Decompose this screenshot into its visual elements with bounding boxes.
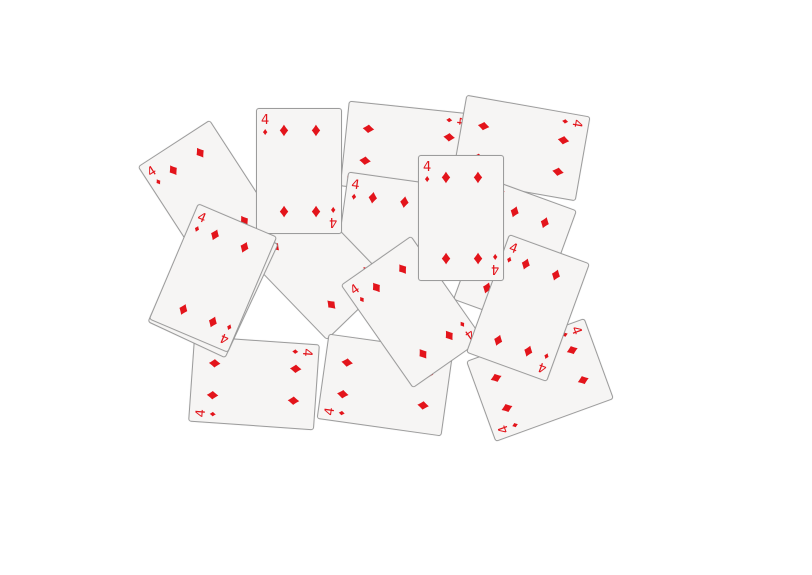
diamond-pip-icon: ♦ <box>468 249 488 268</box>
diamond-pip-icon: ♦ <box>409 340 436 367</box>
diamond-pip-icon: ♦ <box>332 383 354 405</box>
card-corner-top: 4♦ <box>497 419 522 435</box>
card-rank: 4 <box>329 215 337 228</box>
diamond-pip-icon: ♦ <box>336 351 358 373</box>
diamond-suit-icon: ♦ <box>443 117 453 123</box>
diamond-suit-icon: ♦ <box>330 204 335 214</box>
card-rank: 4 <box>423 161 431 174</box>
diamond-pip-icon: ♦ <box>486 328 511 353</box>
diamond-pip-icon: ♦ <box>543 263 568 288</box>
diamond-pip-icon: ♦ <box>363 274 390 301</box>
diamond-pip-icon: ♦ <box>484 365 509 390</box>
diamond-suit-icon: ♦ <box>351 192 357 203</box>
diamond-pip-icon: ♦ <box>306 202 326 221</box>
diamond-suit-icon: ♦ <box>289 349 299 355</box>
card-rank: 4 <box>536 360 548 375</box>
card-corner-top: 4♦ <box>423 161 431 185</box>
card-rank: 4 <box>194 409 208 418</box>
diamond-pip-icon: ♦ <box>436 249 456 268</box>
diamond-pip-icon: ♦ <box>516 339 541 364</box>
diamond-suit-icon: ♦ <box>510 421 521 429</box>
card-corner-top: 4♦ <box>261 114 269 138</box>
card-rank: 4 <box>350 178 360 192</box>
diamond-pip-icon: ♦ <box>187 139 214 166</box>
diamond-suit-icon: ♦ <box>457 318 467 329</box>
diamond-suit-icon: ♦ <box>192 224 201 235</box>
diamond-suit-icon: ♦ <box>225 321 234 332</box>
card-corner-top: 4♦ <box>559 116 584 128</box>
diamond-pip-icon: ♦ <box>170 297 196 322</box>
diamond-pip-icon: ♦ <box>560 338 585 363</box>
card-corner-bottom: 4♦ <box>329 204 337 228</box>
card-corner-top: 4♦ <box>349 178 361 203</box>
diamond-pip-icon: ♦ <box>274 121 294 140</box>
diamond-pip-icon: ♦ <box>202 385 222 406</box>
diamond-suit-icon: ♦ <box>543 350 551 361</box>
card-rank: 4 <box>323 406 337 416</box>
diamond-pip-icon: ♦ <box>547 160 569 183</box>
diamond-pip-icon: ♦ <box>355 150 376 172</box>
card-corner-top: 4♦ <box>536 349 552 374</box>
diamond-pip-icon: ♦ <box>571 368 596 393</box>
playing-card[interactable]: 4♦ ♦♦♦♦ 4♦ <box>418 155 504 281</box>
diamond-suit-icon: ♦ <box>337 410 348 416</box>
diamond-pip-icon: ♦ <box>358 118 379 140</box>
diamond-suit-icon: ♦ <box>154 177 164 188</box>
card-corner-bottom: 4♦ <box>289 347 314 357</box>
diamond-pip-icon: ♦ <box>393 191 415 213</box>
card-corner-bottom: 4♦ <box>491 251 499 275</box>
card-corner-top: 4♦ <box>194 409 219 419</box>
diamond-pip-icon: ♦ <box>502 199 527 224</box>
diamond-suit-icon: ♦ <box>358 295 368 306</box>
card-corner-top: 4♦ <box>323 406 348 418</box>
diamond-pip-icon: ♦ <box>473 115 495 138</box>
diamond-pip-icon: ♦ <box>412 394 434 416</box>
diamond-pip-icon: ♦ <box>232 235 258 260</box>
diamond-pip-icon: ♦ <box>436 168 456 187</box>
diamond-pip-icon: ♦ <box>468 168 488 187</box>
diamond-pip-icon: ♦ <box>552 129 574 152</box>
card-rank: 4 <box>491 262 499 275</box>
diamond-pip-icon: ♦ <box>306 121 326 140</box>
diamond-pip-icon: ♦ <box>318 291 346 319</box>
diamond-pip-icon: ♦ <box>513 252 538 277</box>
diamond-pip-icon: ♦ <box>202 222 228 247</box>
diamond-suit-icon: ♦ <box>492 251 497 261</box>
diamond-pip-icon: ♦ <box>389 256 416 283</box>
diamond-suit-icon: ♦ <box>425 175 430 185</box>
diamond-suit-icon: ♦ <box>505 255 513 266</box>
diamond-pip-icon: ♦ <box>283 390 303 411</box>
diamond-suit-icon: ♦ <box>209 411 219 417</box>
diamond-pip-icon: ♦ <box>274 202 294 221</box>
diamond-pip-icon: ♦ <box>495 395 520 420</box>
diamond-suit-icon: ♦ <box>263 128 268 138</box>
diamond-suit-icon: ♦ <box>559 118 570 125</box>
card-rank: 4 <box>261 114 269 127</box>
diamond-pip-icon: ♦ <box>532 210 557 235</box>
card-rank: 4 <box>569 118 583 128</box>
diamond-pip-icon: ♦ <box>362 187 384 209</box>
card-rank: 4 <box>300 348 314 357</box>
diamond-pip-icon: ♦ <box>285 358 305 379</box>
playing-card[interactable]: 4♦ ♦♦♦♦ 4♦ <box>256 108 342 234</box>
diamond-pip-icon: ♦ <box>160 157 187 184</box>
